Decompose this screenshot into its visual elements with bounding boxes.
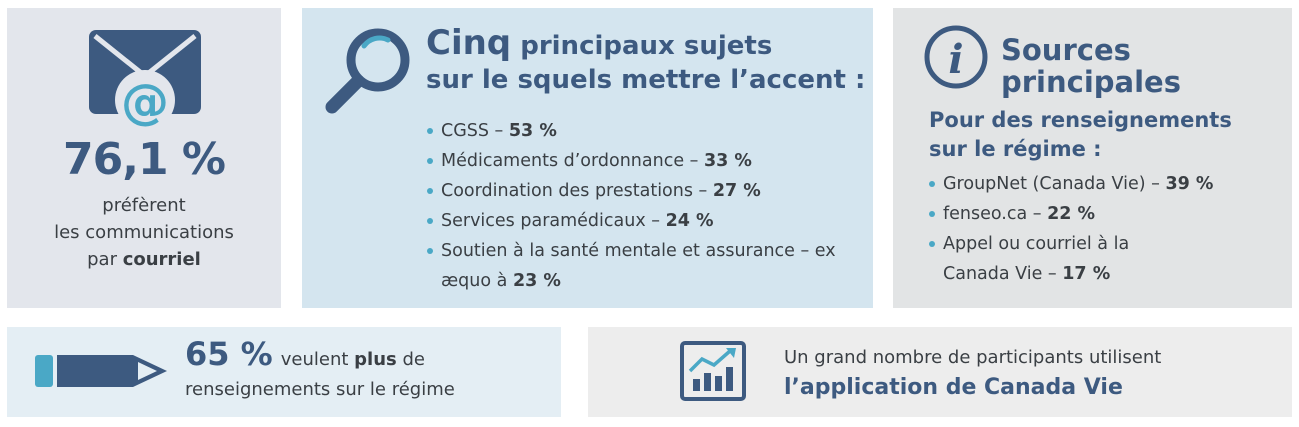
magnifier-icon — [325, 28, 410, 114]
more-info-suffix: de — [396, 349, 425, 370]
topics-panel: Cinq principaux sujets sur le squels met… — [302, 8, 873, 308]
sources-subtitle-line1: Pour des renseignements — [929, 108, 1232, 132]
email-caption: préfèrent les communications par courrie… — [7, 192, 281, 273]
list-item: CGSS – 53 % — [427, 116, 851, 146]
topic-label: Services paramédicaux – — [441, 211, 666, 231]
email-caption-line3: par courriel — [7, 246, 281, 273]
more-info-bold: plus — [354, 349, 397, 370]
topic-value: 27 % — [712, 181, 761, 201]
email-preference-panel: @ 76,1 % préfèrent les communications pa… — [7, 8, 281, 308]
more-info-text: 65 % veulent plus de renseignements sur l… — [185, 338, 455, 405]
topic-value: 23 % — [512, 271, 561, 291]
email-percent: 76,1 % — [63, 134, 226, 185]
topics-title: Cinq principaux sujets sur le squels met… — [426, 26, 865, 97]
more-info-percent: 65 % — [185, 335, 273, 373]
email-caption-line2: les communications — [54, 222, 234, 243]
list-item: Appel ou courriel à la Canada Vie – 17 % — [929, 229, 1163, 289]
list-item: fenseo.ca – 22 % — [929, 199, 1213, 229]
growth-chart-icon — [680, 341, 746, 401]
topics-title-rest: principaux sujets — [511, 31, 773, 61]
source-value: 22 % — [1047, 204, 1096, 224]
email-caption-line1: préfèrent — [102, 195, 186, 216]
list-item: Services paramédicaux – 24 % — [427, 206, 851, 236]
more-info-prefix: veulent — [280, 349, 355, 370]
list-item: Médicaments d’ordonnance – 33 % — [427, 146, 851, 176]
source-value: 17 % — [1062, 264, 1111, 284]
svg-text:i: i — [948, 36, 963, 83]
list-item: GroupNet (Canada Vie) – 39 % — [929, 169, 1213, 199]
email-caption-bold: courriel — [122, 249, 201, 270]
sources-list: GroupNet (Canada Vie) – 39 % fenseo.ca –… — [929, 169, 1213, 289]
topic-value: 33 % — [703, 151, 752, 171]
topics-title-line1: Cinq principaux sujets — [426, 26, 865, 63]
topic-value: 53 % — [508, 121, 557, 141]
sources-title-line1: Sources — [1001, 33, 1131, 67]
source-value: 39 % — [1165, 174, 1214, 194]
topics-list: CGSS – 53 % Médicaments d’ordonnance – 3… — [427, 116, 851, 296]
svg-text:@: @ — [121, 74, 169, 130]
app-usage-text: Un grand nombre de participants utilisen… — [784, 343, 1161, 403]
sources-subtitle-line2: sur le régime : — [929, 137, 1102, 161]
app-usage-line2: l’application de Canada Vie — [784, 375, 1123, 400]
list-item: Coordination des prestations – 27 % — [427, 176, 851, 206]
topics-title-line2: sur le squels mettre l’accent : — [426, 65, 866, 95]
sources-subtitle: Pour des renseignements sur le régime : — [929, 106, 1232, 164]
app-usage-panel: Un grand nombre de participants utilisen… — [588, 327, 1292, 417]
source-label: fenseo.ca – — [943, 204, 1048, 224]
envelope-at-icon: @ — [89, 30, 201, 130]
source-label: Appel ou courriel à la Canada Vie – — [943, 234, 1130, 284]
more-info-line1: 65 % veulent plus de — [185, 338, 455, 375]
email-caption-prefix: par — [87, 249, 123, 270]
source-label: GroupNet (Canada Vie) – — [943, 174, 1166, 194]
topic-label: CGSS – — [441, 121, 509, 141]
topic-label: Soutien à la santé mentale et assurance … — [441, 241, 836, 291]
app-usage-line1: Un grand nombre de participants utilisen… — [784, 347, 1162, 368]
sources-title-line2: principales — [1001, 65, 1181, 99]
sources-panel: i Sources principales Pour des renseigne… — [893, 8, 1292, 308]
list-item: Soutien à la santé mentale et assurance … — [427, 236, 851, 296]
topic-label: Coordination des prestations – — [441, 181, 713, 201]
sources-title: Sources principales — [1001, 34, 1181, 98]
more-info-line2: renseignements sur le régime — [185, 379, 455, 400]
pencil-icon — [35, 355, 167, 387]
topic-label: Médicaments d’ordonnance – — [441, 151, 704, 171]
topic-value: 24 % — [665, 211, 714, 231]
more-info-panel: 65 % veulent plus de renseignements sur l… — [7, 327, 561, 417]
info-icon: i — [924, 25, 988, 89]
topics-title-first: Cinq — [426, 23, 512, 63]
